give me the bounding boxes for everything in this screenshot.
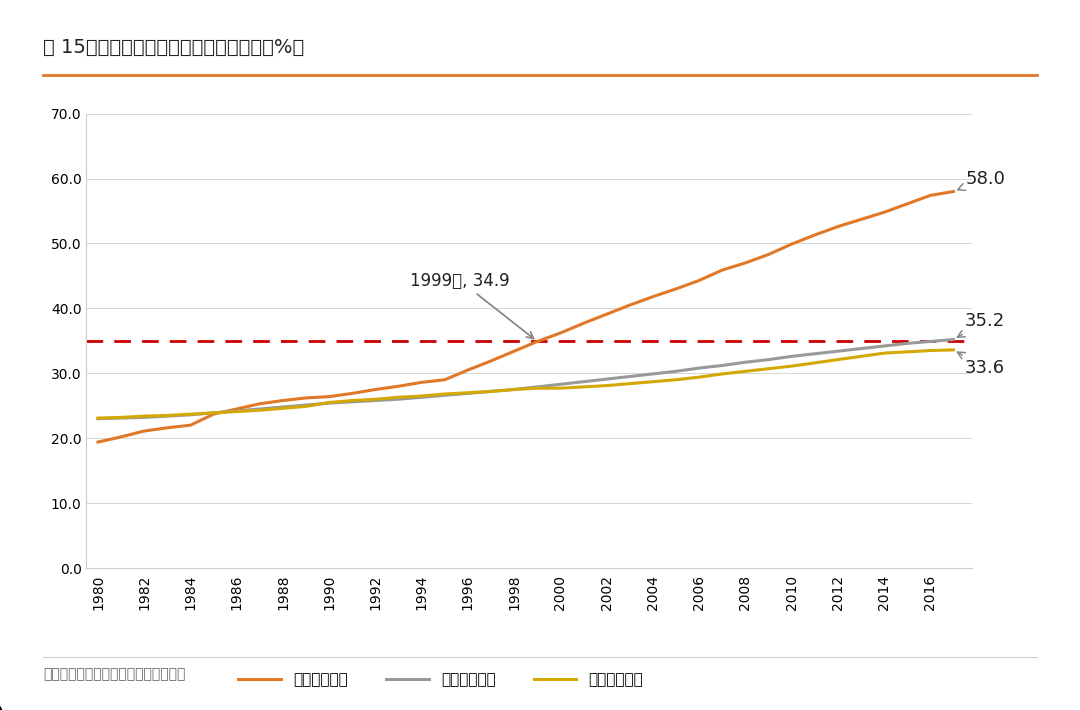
Text: 1999年, 34.9: 1999年, 34.9 [410,272,534,339]
Text: 33.6: 33.6 [957,352,1005,377]
Text: 图 15：中印越三国城镇化率对比（单位：%）: 图 15：中印越三国城镇化率对比（单位：%） [43,38,305,57]
Text: 58.0: 58.0 [958,170,1004,190]
Text: 35.2: 35.2 [957,312,1005,337]
Text: 资料来源：世界银行，天风证券研究所: 资料来源：世界银行，天风证券研究所 [43,667,186,682]
Legend: 中国城镇化率, 越南城镇化率, 印度城镇化率: 中国城镇化率, 越南城镇化率, 印度城镇化率 [232,667,649,694]
